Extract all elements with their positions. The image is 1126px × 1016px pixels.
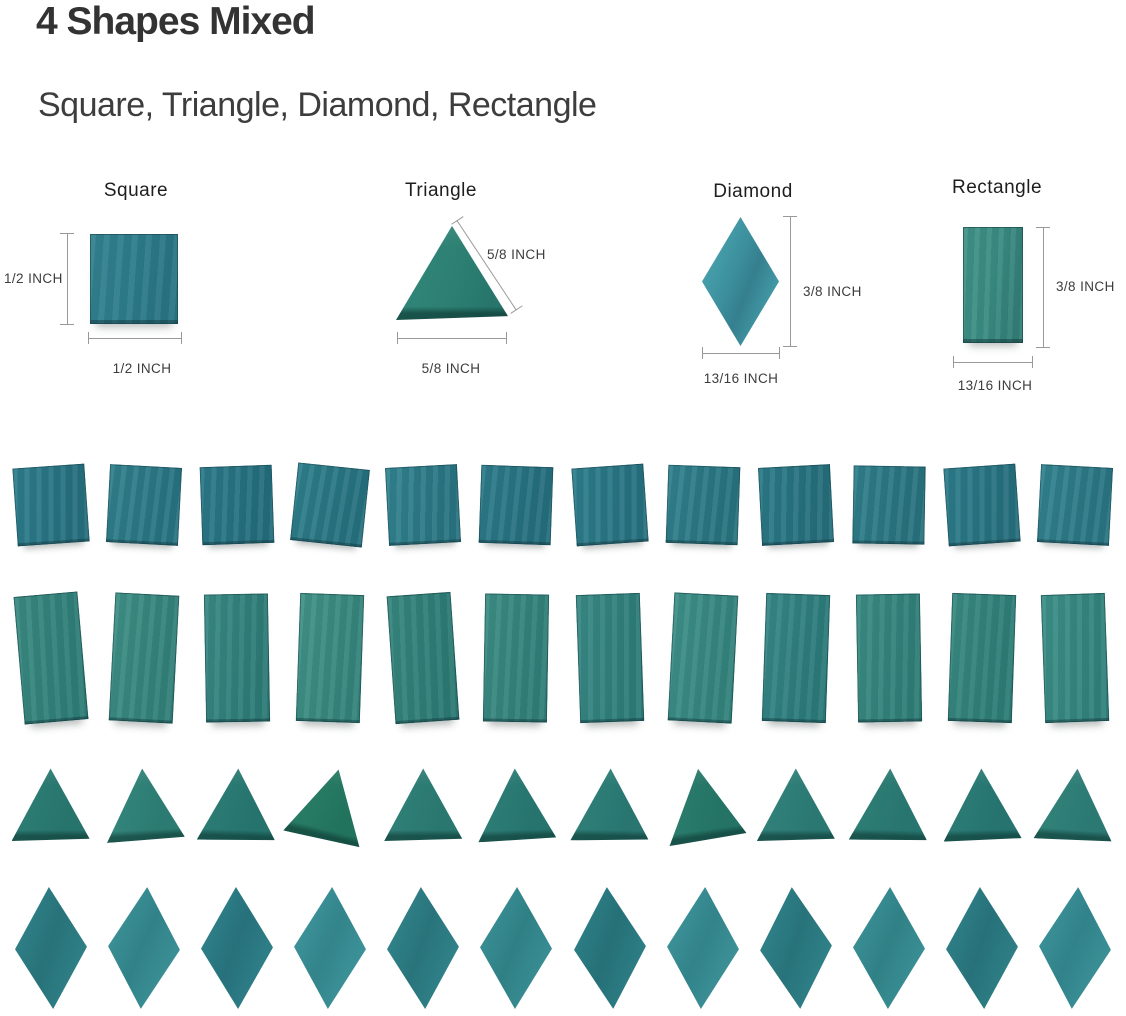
mosaic-tile-diamond: [479, 886, 553, 1009]
rectangle-figure-label: Rectangle: [951, 177, 1043, 198]
mosaic-tile-square: [943, 463, 1021, 547]
mosaic-tile-rectangle: [1041, 592, 1110, 724]
mosaic-tile-triangle: [103, 765, 185, 843]
mosaic-tile-diamond: [105, 885, 183, 1011]
mosaic-tile-triangle: [849, 766, 930, 843]
mosaic-tile-diamond: [852, 886, 926, 1009]
mosaic-tile-rectangle: [575, 592, 644, 724]
square-width-dimension-line: [88, 332, 182, 344]
triangle-width-dimension-line: [397, 332, 507, 344]
square-sample-tile: [90, 234, 178, 324]
square-height-dimension-line: [60, 233, 74, 325]
mosaic-tile-square: [290, 462, 370, 548]
mosaic-tile-rectangle: [483, 593, 550, 723]
mosaic-tile-diamond: [570, 885, 648, 1011]
square-height-dimension-text: 1/2 INCH: [4, 271, 63, 286]
mosaic-tile-triangle: [283, 759, 377, 850]
mosaic-tile-rectangle: [295, 592, 365, 724]
mosaic-tile-rectangle: [203, 593, 271, 723]
diamond-sample-tile: [702, 217, 779, 346]
mosaic-tile-triangle: [570, 766, 649, 841]
mosaic-tile-triangle: [756, 768, 835, 841]
square-figure-label: Square: [103, 180, 169, 201]
mosaic-tile-triangle: [384, 768, 463, 841]
rectangle-height-dimension-line: [1036, 227, 1050, 348]
triangle-figure-label: Triangle: [405, 180, 477, 201]
mosaic-tile-rectangle: [947, 592, 1017, 724]
mosaic-tile-rectangle: [13, 591, 89, 725]
mosaic-tile-diamond: [200, 886, 274, 1009]
mosaic-tile-diamond: [292, 886, 368, 1010]
mosaic-tile-diamond: [756, 885, 836, 1012]
rectangle-width-dimension-line: [953, 356, 1033, 368]
mosaic-tile-diamond: [1036, 885, 1114, 1011]
diamond-figure-label: Diamond: [713, 181, 793, 202]
mosaic-tile-square: [570, 463, 649, 547]
square-tiles-row: [0, 462, 1126, 548]
mosaic-tile-diamond: [665, 886, 741, 1010]
mosaic-tile-square: [665, 464, 741, 546]
mosaic-tile-square: [757, 464, 834, 546]
mosaic-tile-triangle: [943, 766, 1022, 841]
mosaic-tile-rectangle: [761, 592, 831, 724]
mosaic-tile-triangle: [11, 768, 90, 841]
mosaic-tile-square: [479, 464, 554, 546]
rectangle-sample-tile: [963, 227, 1023, 343]
triangle-tiles-row: [0, 762, 1126, 846]
rectangle-tiles-row: [0, 588, 1126, 728]
page-title: 4 Shapes Mixed: [36, 0, 316, 43]
diamond-tiles-row: [0, 884, 1126, 1012]
mosaic-tile-rectangle: [386, 591, 460, 725]
mosaic-tile-square: [199, 464, 275, 546]
rectangle-height-dimension-text: 3/8 INCH: [1056, 279, 1115, 294]
triangle-width-dimension-text: 5/8 INCH: [421, 361, 481, 376]
mosaic-tile-diamond: [385, 886, 461, 1010]
square-width-dimension-text: 1/2 INCH: [112, 361, 172, 376]
mosaic-tile-square: [385, 464, 462, 546]
mosaic-tile-diamond: [12, 886, 88, 1010]
mosaic-tile-square: [11, 463, 90, 547]
diamond-height-dimension-line: [783, 216, 797, 347]
mosaic-tile-square: [105, 464, 182, 546]
diamond-width-dimension-line: [702, 347, 780, 359]
mosaic-tile-triangle: [1034, 764, 1117, 843]
mosaic-tile-square: [852, 465, 926, 545]
diamond-height-dimension-text: 3/8 INCH: [803, 284, 862, 299]
mosaic-tile-diamond: [944, 886, 1020, 1010]
mosaic-tile-triangle: [476, 766, 557, 843]
rectangle-width-dimension-text: 13/16 INCH: [957, 378, 1033, 393]
mosaic-tile-triangle: [197, 766, 278, 843]
mosaic-tile-rectangle: [667, 592, 738, 724]
mosaic-tile-square: [1037, 464, 1114, 546]
diamond-width-dimension-text: 13/16 INCH: [703, 371, 779, 386]
mosaic-tile-rectangle: [855, 593, 923, 723]
page-subtitle: Square, Triangle, Diamond, Rectangle: [38, 86, 597, 124]
mosaic-tile-triangle: [659, 762, 747, 846]
mosaic-tile-rectangle: [108, 592, 180, 724]
triangle-side-dimension-text: 5/8 INCH: [487, 247, 546, 262]
